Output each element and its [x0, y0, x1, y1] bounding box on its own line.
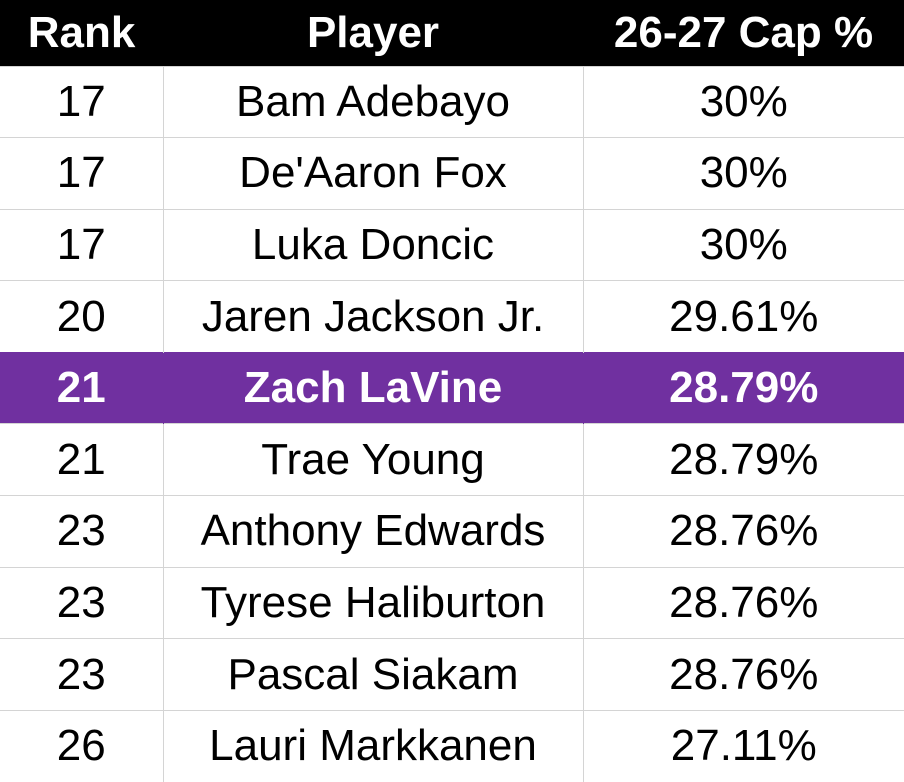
- player-cell: Tyrese Haliburton: [163, 566, 584, 639]
- highlighted-table-row: 21 Zach LaVine 28.79%: [0, 351, 904, 424]
- rank-cell: 20: [0, 280, 164, 353]
- cap-cell: 28.76%: [583, 638, 904, 711]
- table-row: 23 Tyrese Haliburton 28.76%: [0, 566, 904, 639]
- header-rank: Rank: [27, 7, 136, 57]
- header-cap-percent: 26-27 Cap %: [613, 7, 874, 57]
- table-row: 21 Trae Young 28.79%: [0, 423, 904, 496]
- cap-cell: 30%: [583, 137, 904, 210]
- header-player: Player: [306, 7, 440, 57]
- player-cell: Luka Doncic: [163, 208, 584, 281]
- table-header: Rank Player 26-27 Cap %: [0, 0, 904, 66]
- rank-cell: 17: [0, 65, 164, 138]
- player-cell: Jaren Jackson Jr.: [163, 280, 584, 353]
- table-row: 17 Bam Adebayo 30%: [0, 65, 904, 138]
- rank-cell: 21: [0, 351, 164, 424]
- player-cell: Lauri Markkanen: [163, 709, 584, 782]
- player-cell: Zach LaVine: [163, 351, 584, 424]
- table-row: 23 Anthony Edwards 28.76%: [0, 495, 904, 568]
- rank-cell: 21: [0, 423, 164, 496]
- player-cell: Anthony Edwards: [163, 495, 584, 568]
- cap-cell: 28.79%: [583, 423, 904, 496]
- rank-cell: 17: [0, 137, 164, 210]
- player-cell: Trae Young: [163, 423, 584, 496]
- table-row: 20 Jaren Jackson Jr. 29.61%: [0, 280, 904, 353]
- rank-cell: 23: [0, 566, 164, 639]
- table-row: 26 Lauri Markkanen 27.11%: [0, 709, 904, 782]
- cap-cell: 27.11%: [583, 709, 904, 782]
- rank-cell: 17: [0, 208, 164, 281]
- cap-cell: 28.79%: [583, 351, 904, 424]
- player-cell: Pascal Siakam: [163, 638, 584, 711]
- cap-cell: 28.76%: [583, 495, 904, 568]
- rank-cell: 26: [0, 709, 164, 782]
- cap-cell: 29.61%: [583, 280, 904, 353]
- table-row: 17 Luka Doncic 30%: [0, 208, 904, 281]
- cap-cell: 30%: [583, 208, 904, 281]
- cap-cell: 30%: [583, 65, 904, 138]
- player-cell: De'Aaron Fox: [163, 137, 584, 210]
- rank-cell: 23: [0, 638, 164, 711]
- player-cell: Bam Adebayo: [163, 65, 584, 138]
- table-row: 17 De'Aaron Fox 30%: [0, 137, 904, 210]
- table-row: 23 Pascal Siakam 28.76%: [0, 638, 904, 711]
- table-body: 17 Bam Adebayo 30% 17 De'Aaron Fox 30% 1…: [0, 65, 904, 782]
- header-row: Rank Player 26-27 Cap %: [0, 0, 904, 66]
- rank-cell: 23: [0, 495, 164, 568]
- cap-cell: 28.76%: [583, 566, 904, 639]
